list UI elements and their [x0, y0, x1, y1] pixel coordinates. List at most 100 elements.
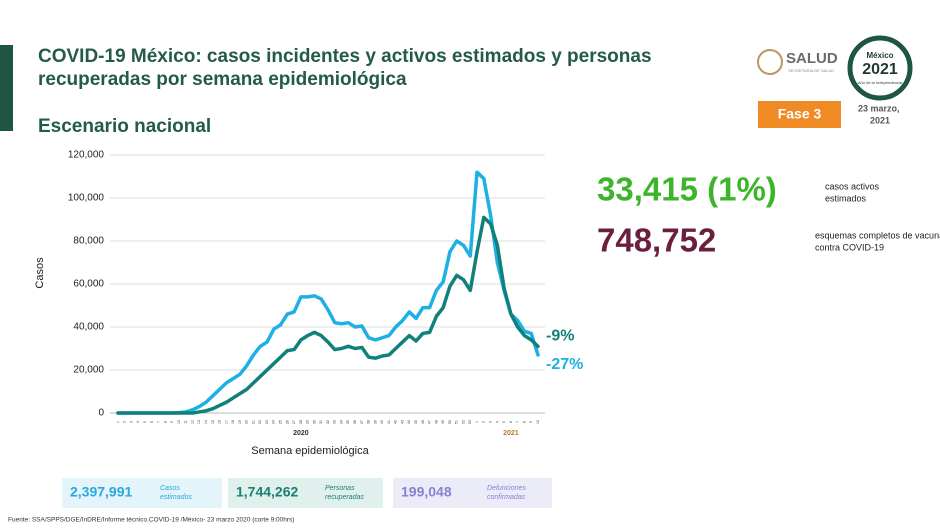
x-axis-title: Semana epidemiológica [251, 445, 369, 457]
x-tick-label: 7 [516, 421, 520, 423]
total-caption: Casos [160, 485, 180, 492]
date: 23 marzo, [858, 103, 900, 113]
x-tick-label: 33 [333, 420, 337, 424]
x-tick-label: 29 [306, 420, 310, 424]
x-tick-label: 9 [170, 421, 174, 423]
total-box [393, 478, 552, 508]
highlight-caption: casos activos [825, 181, 880, 191]
x-tick-label: 38 [367, 420, 371, 424]
y-tick-label: 100,000 [68, 193, 105, 204]
phase-label: Fase 3 [778, 106, 822, 122]
logo-text: México [866, 51, 893, 60]
x-tick-label: 28 [299, 420, 303, 424]
x-tick-label: 31 [319, 420, 323, 424]
x-tick-label: 35 [346, 420, 350, 424]
y-tick-label: 60,000 [73, 279, 104, 290]
x-tick-label: 26 [285, 420, 289, 424]
total-box [62, 478, 222, 508]
y-tick-label: 40,000 [73, 322, 104, 333]
x-tick-label: 43 [400, 420, 404, 424]
x-tick-label: 6 [150, 421, 154, 423]
x-tick-label: 32 [326, 420, 330, 424]
y-tick-label: 20,000 [73, 365, 104, 376]
x-tick-label: 24 [272, 420, 276, 424]
logo-text: SALUD [786, 50, 838, 67]
y-tick-label: 80,000 [73, 236, 104, 247]
x-tick-label: 25 [279, 420, 283, 424]
x-tick-label: 1 [116, 421, 120, 423]
x-tick-label: 30 [312, 420, 316, 424]
x-tick-label: 53 [468, 420, 472, 424]
x-tick-label: 46 [421, 420, 425, 424]
y-axis-title: Casos [34, 257, 46, 289]
title: COVID-19 México: casos incidentes y acti… [38, 46, 652, 67]
x-tick-label: 44 [407, 420, 411, 424]
x-tick-label: 48 [434, 420, 438, 424]
x-tick-label: 17 [224, 420, 228, 424]
total-caption: Defunciones [487, 485, 526, 492]
x-tick-label: 13 [197, 420, 201, 424]
logo-subtext: Año de la Independencia [858, 80, 903, 85]
x-tick-label: 7 [157, 421, 161, 423]
year-label: 2020 [293, 430, 309, 437]
accent-bar [0, 45, 13, 131]
x-tick-label: 8 [163, 421, 167, 423]
x-tick-label: 2 [123, 421, 127, 423]
series-end-label: -27% [546, 356, 583, 373]
series-line [116, 170, 540, 415]
x-tick-label: 4 [495, 421, 499, 423]
x-tick-label: 14 [204, 420, 208, 424]
x-tick-label: 9 [529, 421, 533, 423]
x-tick-label: 12 [190, 420, 194, 424]
highlight-value: 33,415 (1%) [597, 171, 777, 208]
series-end-label: -9% [546, 328, 574, 345]
x-tick-label: 3 [129, 421, 133, 423]
total-box [228, 478, 383, 508]
x-tick-label: 5 [502, 421, 506, 423]
x-tick-label: 52 [461, 420, 465, 424]
x-tick-label: 3 [489, 421, 493, 423]
x-tick-label: 36 [353, 420, 357, 424]
chart: 0 20,000 40,000 60,000 80,000 100,000 120,000 1… [34, 150, 583, 457]
x-tick-label: 19 [238, 420, 242, 424]
x-tick-label: 18 [231, 420, 235, 424]
x-tick-label: 23 [265, 420, 269, 424]
title: recuperadas por semana epidemiológica [38, 69, 407, 90]
logo-year: 2021 [862, 61, 898, 78]
date: 2021 [870, 115, 890, 125]
x-tick-label: 49 [441, 420, 445, 424]
x-tick-label: 10 [177, 420, 181, 424]
total-caption: confirmadas [487, 494, 526, 501]
total-value: 199,048 [401, 484, 452, 500]
y-tick-label: 120,000 [68, 150, 105, 161]
x-tick-label: 41 [387, 420, 391, 424]
logo-emblem [757, 49, 783, 75]
year-label: 2021 [503, 430, 519, 437]
x-tick-label: 51 [455, 420, 459, 424]
x-tick-label: 6 [509, 421, 513, 423]
x-tick-label: 4 [136, 421, 140, 423]
x-tick-label: 50 [448, 420, 452, 424]
x-tick-label: 45 [414, 420, 418, 424]
subtitle: Escenario nacional [38, 116, 211, 137]
highlight-caption: esquemas completos de vacunación [815, 230, 940, 240]
x-tick-label: 40 [380, 420, 384, 424]
x-tick-label: 27 [292, 420, 296, 424]
x-tick-label: 8 [522, 421, 526, 423]
x-tick-label: 22 [258, 420, 262, 424]
x-tick-label: 37 [360, 420, 364, 424]
x-tick-label: 16 [218, 420, 222, 424]
highlight-caption: contra COVID-19 [815, 242, 884, 252]
x-tick-label: 47 [428, 420, 432, 424]
x-tick-label: 34 [339, 420, 343, 424]
y-tick-label: 0 [98, 408, 104, 419]
x-tick-label: 5 [143, 421, 147, 423]
total-caption: recuperadas [325, 494, 364, 501]
total-caption: Personas [325, 485, 355, 492]
highlight-value: 748,752 [597, 222, 716, 259]
total-caption: estimados [160, 494, 192, 501]
x-tick-label: 10 [536, 420, 540, 424]
phase-badge [758, 101, 841, 128]
